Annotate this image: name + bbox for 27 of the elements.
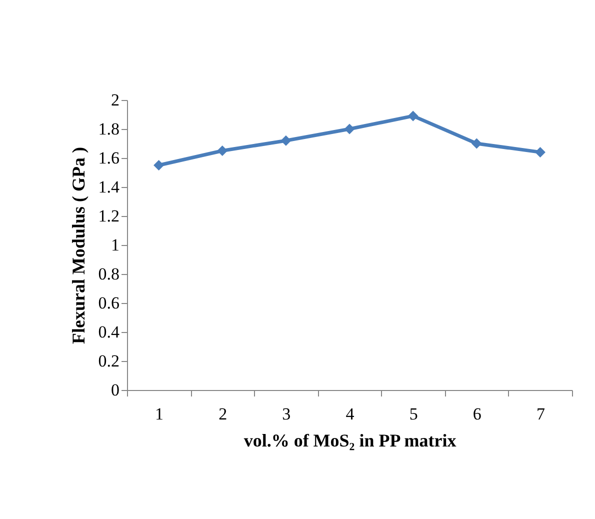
y-tick-label: 0.6 xyxy=(98,294,120,312)
x-axis-title: vol.% of MoS₂ in PP matrix xyxy=(244,430,456,450)
y-tick-label: 0.4 xyxy=(98,322,120,342)
y-tick-label: 1.6 xyxy=(98,148,120,168)
x-tick-label: 4 xyxy=(346,404,355,424)
point xyxy=(534,146,546,158)
y-tick-label: 2 xyxy=(111,90,120,110)
y-tick-label: 1.2 xyxy=(98,206,120,226)
point xyxy=(217,146,228,156)
y-tick-label: 0 xyxy=(111,380,120,400)
y-tick-label: 1 xyxy=(111,236,120,254)
x-tick-label: 7 xyxy=(536,404,546,424)
point xyxy=(154,160,164,170)
y-tick-label: 0.2 xyxy=(98,352,120,370)
point xyxy=(471,138,482,149)
x-tick-label: 6 xyxy=(472,404,482,424)
y-tick-label: 1.4 xyxy=(98,178,120,196)
x-tick-label: 2 xyxy=(218,404,228,424)
y-axis-title: Flexural Modulus ( GPa ) xyxy=(68,146,88,344)
y-tick-label: 0.8 xyxy=(98,264,120,284)
y-tick-label: 1.8 xyxy=(98,120,120,138)
point xyxy=(408,110,418,122)
point xyxy=(344,124,355,134)
point xyxy=(280,135,292,146)
x-tick-label: 1 xyxy=(155,404,164,424)
x-tick-label: 5 xyxy=(409,404,418,424)
x-tick-label: 3 xyxy=(282,404,291,424)
